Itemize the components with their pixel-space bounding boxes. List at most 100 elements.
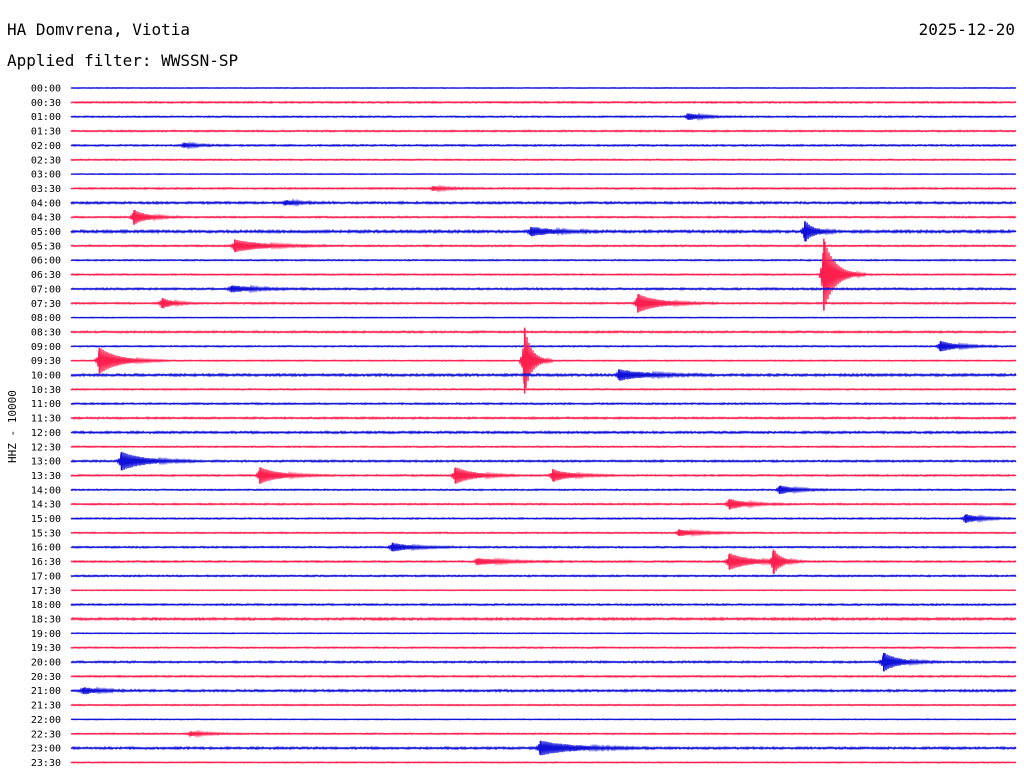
trace-line	[70, 86, 1017, 90]
row-time-label: 09:30	[31, 356, 61, 367]
trace-line	[70, 329, 1017, 334]
filter-label: Applied filter: WWSSN-SP	[7, 51, 239, 70]
trace-line	[70, 528, 1017, 538]
row-time-label: 18:00	[31, 600, 61, 611]
trace-line	[70, 653, 1017, 672]
trace-line	[70, 430, 1017, 435]
row-time-label: 16:00	[31, 543, 61, 554]
trace-line	[70, 100, 1017, 105]
trace-line	[70, 129, 1017, 133]
trace-line	[70, 239, 1017, 253]
row-time-label: 10:30	[31, 385, 61, 396]
trace-line	[70, 499, 1017, 510]
row-time-label: 23:00	[31, 744, 61, 755]
trace-line	[70, 674, 1017, 679]
trace-line	[70, 294, 1017, 313]
row-time-label: 15:30	[31, 528, 61, 539]
row-time-label: 07:00	[31, 284, 61, 295]
row-time-label: 03:30	[31, 184, 61, 195]
row-time-label: 03:00	[31, 170, 61, 181]
trace-line	[70, 445, 1017, 449]
trace-line	[70, 589, 1017, 592]
trace-line	[70, 467, 1017, 484]
trace-line	[70, 452, 1017, 471]
row-time-label: 11:30	[31, 414, 61, 425]
row-time-label: 12:00	[31, 428, 61, 439]
trace-line	[70, 416, 1017, 421]
row-time-label: 16:30	[31, 557, 61, 568]
trace-line	[70, 258, 1017, 262]
row-time-label: 00:30	[31, 98, 61, 109]
row-time-label: 19:00	[31, 629, 61, 640]
trace-line	[70, 210, 1017, 225]
row-time-label: 12:30	[31, 442, 61, 453]
row-time-label: 01:30	[31, 127, 61, 138]
row-time-label: 21:00	[31, 686, 61, 697]
trace-line	[70, 729, 1017, 738]
row-time-label: 20:00	[31, 658, 61, 669]
row-time-label: 17:00	[31, 571, 61, 582]
row-time-label: 06:30	[31, 270, 61, 281]
trace-line	[70, 550, 1017, 574]
header: HA Domvrena, Viotia 2025-12-20 Applied f…	[0, 0, 1024, 80]
row-time-label: 08:30	[31, 327, 61, 338]
trace-line	[70, 221, 1017, 242]
station-title: HA Domvrena, Viotia	[7, 20, 191, 39]
trace-line	[70, 329, 1017, 388]
row-time-label: 08:00	[31, 313, 61, 324]
row-time-label: 06:00	[31, 256, 61, 267]
trace-line	[70, 184, 1017, 193]
row-labels: 00:00 00:30 01:00 01:30 02:00 02:30 03:00 03:30…	[31, 84, 61, 769]
seismic-traces	[70, 86, 1017, 764]
trace-line	[70, 542, 1017, 552]
row-time-label: 13:30	[31, 471, 61, 482]
trace-line	[70, 632, 1017, 635]
row-time-label: 20:30	[31, 672, 61, 683]
row-time-label: 04:30	[31, 213, 61, 224]
trace-line	[70, 514, 1017, 524]
row-time-label: 04:00	[31, 198, 61, 209]
trace-line	[70, 401, 1017, 406]
trace-line	[70, 485, 1017, 495]
row-time-label: 05:00	[31, 227, 61, 238]
trace-line	[70, 761, 1017, 764]
trace-line	[70, 341, 1017, 352]
row-time-label: 11:00	[31, 399, 61, 410]
trace-line	[70, 141, 1017, 150]
row-time-label: 21:30	[31, 701, 61, 712]
row-time-label: 14:00	[31, 485, 61, 496]
row-time-label: 23:30	[31, 758, 61, 769]
row-time-label: 19:30	[31, 643, 61, 654]
trace-line	[70, 646, 1017, 650]
row-time-label: 00:00	[31, 84, 61, 95]
trace-line	[70, 616, 1017, 622]
trace-line	[70, 686, 1017, 695]
trace-line	[70, 172, 1017, 176]
trace-line	[70, 740, 1017, 756]
row-time-label: 01:00	[31, 112, 61, 123]
row-time-label: 15:00	[31, 514, 61, 525]
trace-line	[70, 369, 1017, 381]
row-time-label: 17:30	[31, 586, 61, 597]
row-time-label: 02:30	[31, 155, 61, 166]
row-time-label: 05:30	[31, 241, 61, 252]
trace-line	[70, 574, 1017, 578]
row-time-label: 22:00	[31, 715, 61, 726]
row-time-label: 22:30	[31, 729, 61, 740]
trace-line	[70, 158, 1017, 162]
trace-line	[70, 198, 1017, 207]
trace-line	[70, 241, 1017, 311]
row-time-label: 10:00	[31, 371, 61, 382]
row-time-label: 14:30	[31, 500, 61, 511]
row-time-label: 13:00	[31, 457, 61, 468]
trace-line	[70, 703, 1017, 707]
trace-line	[70, 718, 1017, 721]
trace-line	[70, 112, 1017, 121]
row-time-label: 02:00	[31, 141, 61, 152]
date-label: 2025-12-20	[918, 20, 1015, 39]
trace-line	[70, 284, 1017, 294]
row-time-label: 07:30	[31, 299, 61, 310]
row-time-label: 09:00	[31, 342, 61, 353]
trace-line	[70, 387, 1017, 391]
